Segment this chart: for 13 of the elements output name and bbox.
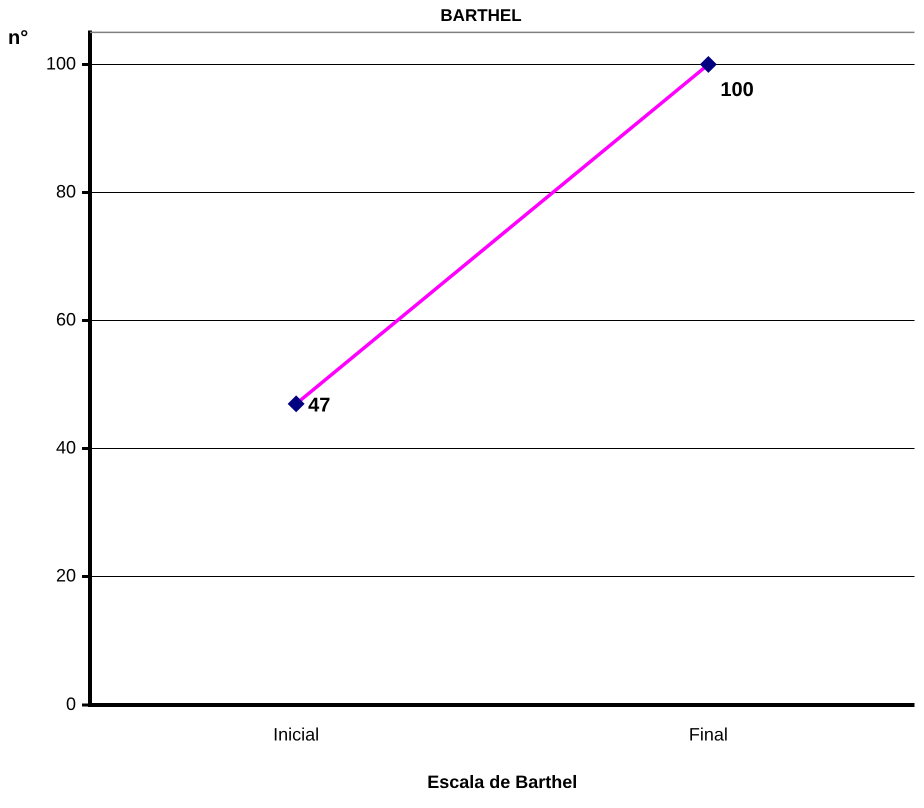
y-tick-label: 80: [56, 181, 76, 202]
y-tick-label: 0: [66, 694, 76, 714]
y-tick-label: 100: [46, 53, 76, 74]
y-tick-label: 60: [56, 310, 76, 330]
chart-title: BARTHEL: [440, 6, 522, 25]
x-axis-title: Escala de Barthel: [427, 772, 578, 792]
x-tick-label: Inicial: [273, 724, 320, 745]
data-label: 47: [308, 394, 330, 416]
y-tick-label: 40: [56, 438, 76, 458]
x-tick-label: Final: [688, 724, 728, 745]
y-axis-title: n°: [8, 26, 28, 49]
y-tick-label: 20: [56, 566, 76, 586]
data-label: 100: [720, 78, 754, 101]
